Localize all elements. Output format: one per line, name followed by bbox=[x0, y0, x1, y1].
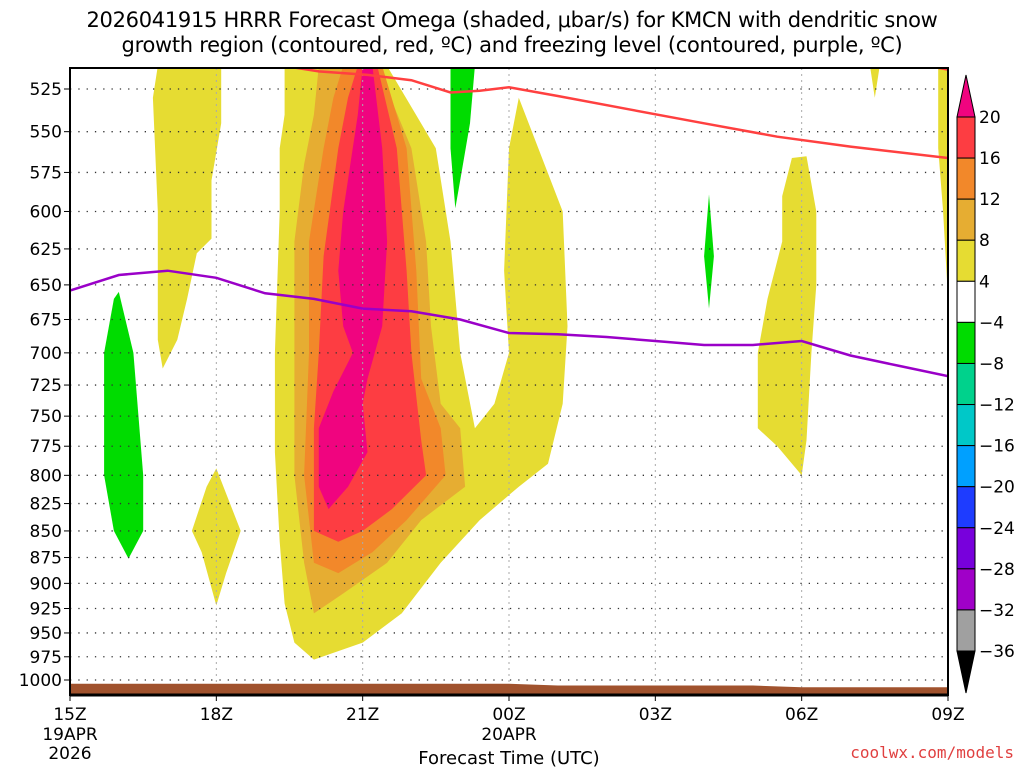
x-tick-sublabel: 19APR bbox=[42, 725, 98, 745]
x-tick-label: 21Z bbox=[346, 705, 379, 725]
omega-region bbox=[450, 68, 475, 209]
title-line-2: growth region (contoured, red, ºC) and f… bbox=[121, 33, 903, 57]
colorbar-label: −8 bbox=[979, 354, 1004, 374]
colorbar-label: 20 bbox=[979, 108, 1001, 128]
colorbar-box bbox=[956, 239, 976, 282]
omega-region bbox=[870, 68, 880, 98]
credit-link[interactable]: coolwx.com/models bbox=[850, 743, 1014, 762]
dendritic-growth-contour bbox=[289, 68, 948, 160]
colorbar-label: 16 bbox=[979, 149, 1001, 169]
y-tick-label: 900 bbox=[30, 574, 62, 594]
colorbar-label: −36 bbox=[979, 642, 1015, 662]
colorbar-arrow-down bbox=[956, 650, 976, 694]
y-tick-label: 775 bbox=[30, 437, 62, 457]
colorbar: 20 16 12 8 4 −4 −8 −12 −16 −20 −24 −28 −32 −36 bbox=[956, 74, 1015, 694]
omega-region bbox=[704, 194, 714, 309]
y-tick-label: 725 bbox=[30, 376, 62, 396]
x-tick-sublabel: 20APR bbox=[481, 725, 537, 745]
y-tick-label: 600 bbox=[30, 202, 62, 222]
y-tick-label: 675 bbox=[30, 311, 62, 331]
colorbar-label: −32 bbox=[979, 601, 1015, 621]
x-tick-label: 18Z bbox=[200, 705, 233, 725]
freezing-level-contour bbox=[70, 269, 948, 378]
colorbar-box bbox=[956, 362, 976, 406]
colorbar-box bbox=[956, 321, 976, 364]
y-tick-label: 625 bbox=[30, 240, 62, 260]
x-tick-label: 00Z bbox=[492, 705, 525, 725]
x-tick-label: 15Z bbox=[53, 705, 86, 725]
y-tick-label: 950 bbox=[30, 624, 62, 644]
y-tick-label: 575 bbox=[30, 163, 62, 183]
colorbar-box bbox=[956, 527, 976, 570]
colorbar-label: 4 bbox=[979, 272, 990, 292]
colorbar-label: −16 bbox=[979, 437, 1015, 457]
colorbar-label: −24 bbox=[979, 519, 1015, 539]
y-tick-label: 1000 bbox=[19, 671, 62, 691]
colorbar-box bbox=[956, 486, 976, 529]
y-tick-label: 650 bbox=[30, 276, 62, 296]
x-tick-label: 09Z bbox=[931, 705, 964, 725]
x-axis-label: Forecast Time (UTC) bbox=[418, 748, 599, 768]
x-tick-sublabel: 2026 bbox=[48, 744, 91, 764]
grid-lines bbox=[70, 68, 948, 695]
omega-shading bbox=[104, 68, 948, 660]
y-tick-label: 525 bbox=[30, 80, 62, 100]
chart-title: 2026041915 HRRR Forecast Omega (shaded, … bbox=[0, 8, 1024, 58]
colorbar-box bbox=[956, 609, 976, 652]
colorbar-box bbox=[956, 568, 976, 611]
colorbar-label: 8 bbox=[979, 231, 990, 251]
y-tick-label: 750 bbox=[30, 407, 62, 427]
x-tick-label: 06Z bbox=[785, 705, 818, 725]
axes: 525 550 575 600 625 650 675 700 725 750 775 800 825 8… bbox=[19, 67, 965, 764]
terrain bbox=[70, 683, 948, 695]
omega-region bbox=[757, 156, 817, 476]
title-line-1: 2026041915 HRRR Forecast Omega (shaded, … bbox=[86, 8, 938, 32]
colorbar-label: −20 bbox=[979, 478, 1015, 498]
y-tick-label: 550 bbox=[30, 123, 62, 143]
colorbar-box bbox=[956, 116, 976, 159]
colorbar-box bbox=[956, 280, 976, 323]
colorbar-box bbox=[956, 404, 976, 447]
x-tick-label: 03Z bbox=[639, 705, 672, 725]
omega-region bbox=[104, 291, 144, 559]
y-tick-label: 875 bbox=[30, 549, 62, 569]
colorbar-arrow-up bbox=[956, 74, 976, 118]
omega-region bbox=[318, 68, 388, 510]
colorbar-label: −4 bbox=[979, 313, 1004, 333]
colorbar-box bbox=[956, 198, 976, 241]
y-tick-label: 825 bbox=[30, 495, 62, 515]
terrain-fill bbox=[70, 683, 948, 695]
y-tick-label: 800 bbox=[30, 466, 62, 486]
colorbar-label: 12 bbox=[979, 190, 1001, 210]
colorbar-label: −28 bbox=[979, 560, 1015, 580]
omega-region bbox=[938, 68, 948, 299]
colorbar-box bbox=[956, 445, 976, 488]
omega-region bbox=[152, 68, 222, 369]
y-tick-label: 850 bbox=[30, 522, 62, 542]
colorbar-label: −12 bbox=[979, 396, 1015, 416]
y-tick-label: 975 bbox=[30, 648, 62, 668]
y-tick-label: 700 bbox=[30, 344, 62, 364]
y-tick-label: 925 bbox=[30, 599, 62, 619]
colorbar-box bbox=[956, 157, 976, 200]
